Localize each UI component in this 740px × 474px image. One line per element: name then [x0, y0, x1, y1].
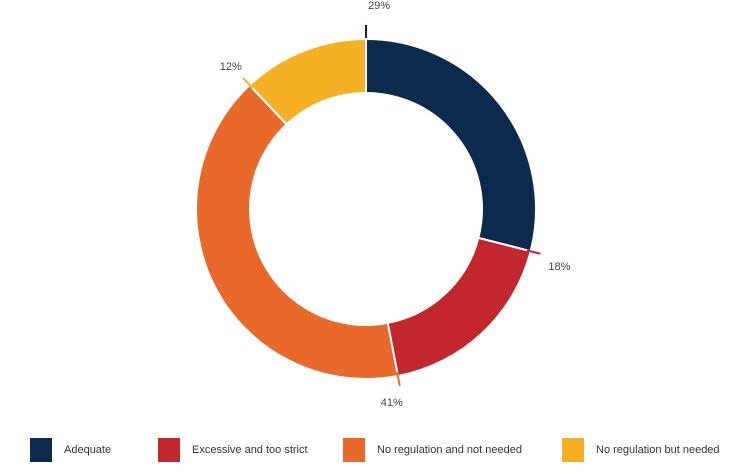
leader-line-not-needed [396, 371, 401, 386]
legend: Adequate Excessive and too strict No reg… [0, 436, 740, 466]
slice-needed [248, 37, 367, 126]
legend-swatch-adequate [30, 438, 52, 462]
legend-swatch-not-needed [343, 438, 365, 462]
donut-chart: 29% 18% 41% 12% [195, 0, 571, 409]
legend-label-adequate: Adequate [64, 444, 112, 456]
legend-label-excessive: Excessive and too strict [192, 444, 308, 456]
legend-item-excessive: Excessive and too strict [158, 436, 308, 464]
legend-swatch-needed [562, 438, 584, 462]
leader-line-excessive [526, 249, 541, 255]
slice-not-needed [195, 83, 400, 380]
legend-swatch-excessive [158, 438, 180, 462]
legend-label-not-needed: No regulation and not needed [377, 444, 522, 456]
data-label-adequate: 29% [368, 0, 390, 12]
leader-line-needed [242, 77, 254, 89]
legend-item-needed: No regulation but needed [562, 436, 720, 464]
slice-adequate [365, 37, 537, 253]
slice-excessive [386, 236, 532, 378]
data-label-needed: 12% [220, 61, 242, 73]
legend-item-not-needed: No regulation and not needed [343, 436, 522, 464]
legend-label-needed: No regulation but needed [596, 444, 720, 456]
legend-item-adequate: Adequate [30, 436, 111, 464]
data-label-excessive: 18% [548, 261, 570, 273]
data-label-not-needed: 41% [381, 397, 403, 409]
